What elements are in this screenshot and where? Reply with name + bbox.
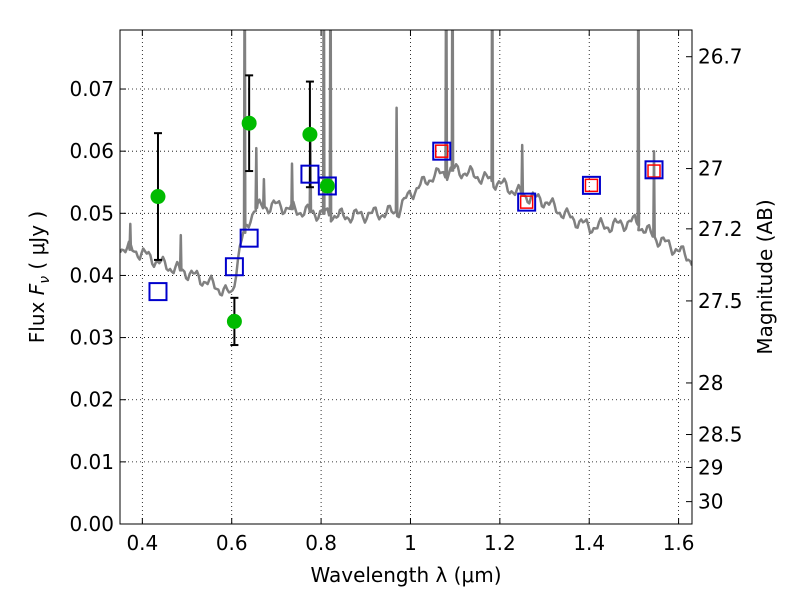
model-point-blue [224, 257, 244, 277]
spectrum-series [120, 30, 692, 297]
model-point-blue [644, 160, 664, 180]
observed-point [302, 126, 318, 142]
mag-tick-label: 27 [698, 157, 723, 181]
x-tick-label: 1 [404, 531, 417, 555]
model-point-blue [300, 164, 320, 184]
ticks [120, 30, 692, 525]
model-point-red [647, 164, 661, 178]
x-tick-label: 1.4 [573, 531, 605, 555]
mag-tick-label: 26.7 [698, 45, 743, 69]
y-tick-label: 0.03 [69, 326, 114, 350]
y-axis-label-suffix: ( μJy ) [25, 211, 49, 276]
model-series [148, 141, 664, 302]
y-tick-label: 0.05 [69, 201, 114, 225]
model-point-blue [239, 228, 259, 248]
y-axis-label-prefix: Flux [25, 295, 49, 343]
y-tick-label: 0.02 [69, 388, 114, 412]
x-tick-label: 0.6 [216, 531, 248, 555]
y-tick-label: 0.07 [69, 77, 114, 101]
observed-point [241, 115, 257, 131]
observed-series [150, 115, 335, 329]
observed-point [226, 313, 242, 329]
model-point-red [584, 178, 599, 193]
model-point-blue [432, 141, 452, 161]
y-tick-label: 0.06 [69, 139, 114, 163]
mag-tick-label: 28.5 [698, 423, 743, 447]
observed-point [150, 189, 166, 205]
y-tick-label: 0.01 [69, 450, 114, 474]
y-axis-label: Flux Fν ( μJy ) [25, 211, 53, 343]
model-point-red [519, 195, 534, 209]
errorbar-series [153, 74, 314, 347]
model-point-blue [581, 175, 601, 195]
x-tick-label: 1.6 [663, 531, 695, 555]
grid [120, 30, 692, 525]
tick-labels: 0.4 0.6 0.8 1 1.2 1.4 1.6 0.00 0.01 0.02 0.03 0.04 0… [69, 45, 742, 555]
mag-tick-label: 29 [698, 455, 723, 479]
y2-axis-label: Magnitude (AB) [753, 199, 777, 354]
spectrum-line [120, 30, 692, 297]
x-tick-label: 1.2 [484, 531, 516, 555]
model-point-blue [517, 192, 537, 212]
x-axis-label: Wavelength λ (μm) [310, 563, 501, 587]
plot-frame [119, 29, 693, 525]
y-tick-label: 0.04 [69, 263, 114, 287]
model-point-blue [317, 176, 337, 196]
y-axis-label-sub: ν [37, 276, 53, 284]
mag-tick-label: 30 [698, 490, 723, 514]
observed-point [319, 178, 335, 194]
y-axis-label-symbol: F [25, 283, 49, 295]
x-tick-label: 0.8 [305, 531, 337, 555]
x-tick-label: 0.4 [126, 531, 158, 555]
model-point-red [435, 144, 449, 158]
mag-tick-label: 27.2 [698, 217, 743, 241]
model-point-blue [148, 282, 168, 302]
mag-tick-label: 27.5 [698, 289, 743, 313]
y-tick-label: 0.00 [69, 512, 114, 536]
mag-tick-label: 28 [698, 371, 723, 395]
